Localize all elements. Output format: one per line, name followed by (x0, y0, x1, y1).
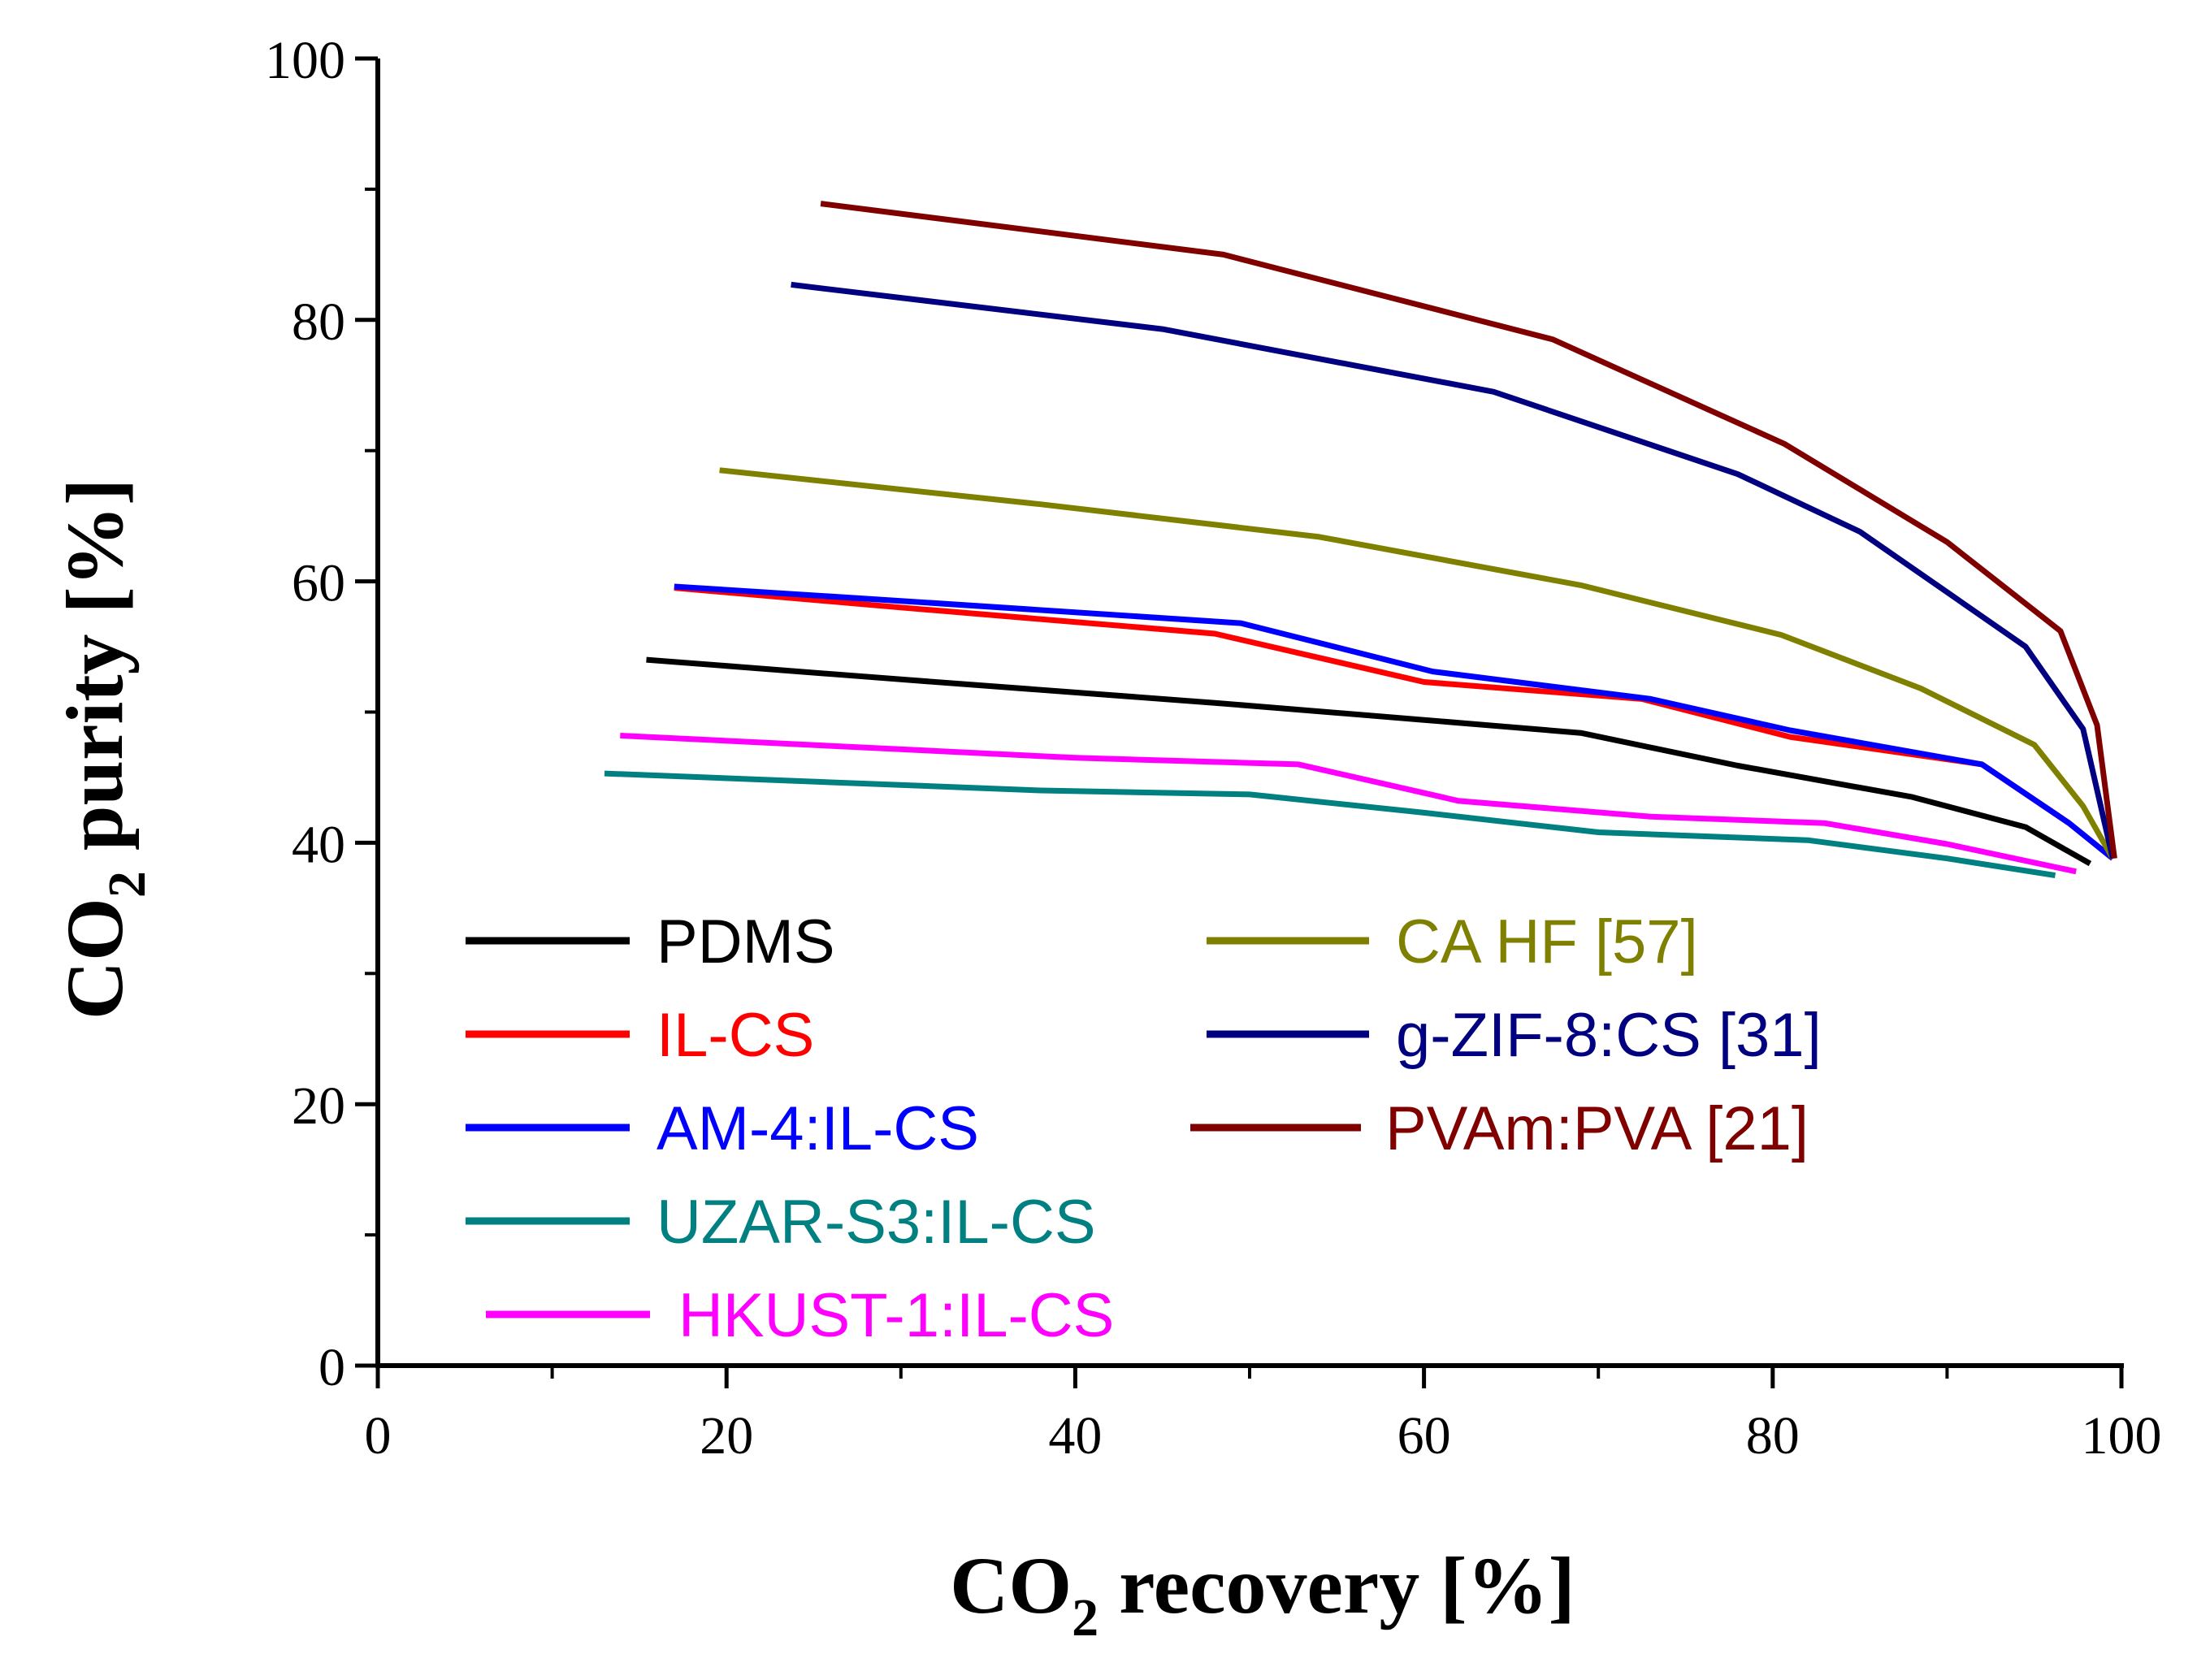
legend-label-ca-hf-57: CA HF [57] (1396, 907, 1698, 976)
x-axis-title-pre: CO (950, 1540, 1072, 1630)
x-axis-title-sub: 2 (1072, 1588, 1098, 1648)
y-axis-title-sub: 2 (98, 871, 157, 898)
y-axis-title-post: purity [%] (50, 478, 140, 871)
legend-label-pvam-pva-21: PVAm:PVA [21] (1385, 1094, 1809, 1163)
x-axis-title: CO2 recovery [%] (950, 1540, 1575, 1648)
x-tick-label: 60 (1398, 1406, 1451, 1466)
axes: 0 20 40 60 80 100 0 20 40 60 80 100 (265, 31, 2162, 1466)
y-axis-title: CO2 purity [%] (50, 478, 157, 1020)
x-tick-label: 0 (365, 1406, 392, 1466)
x-tick-label: 80 (1746, 1406, 1800, 1466)
series-line-g-zif-8-cs-31 (791, 281, 2116, 859)
x-tick-label: 100 (2082, 1406, 2162, 1466)
y-tick-label: 60 (292, 554, 345, 613)
y-axis-title-pre: CO (50, 898, 140, 1020)
series-line-ca-hf-57 (719, 467, 2116, 860)
legend-label-am-4-il-cs: AM-4:IL-CS (656, 1094, 979, 1163)
x-tick-label: 40 (1048, 1406, 1102, 1466)
x-tick-label: 20 (700, 1406, 753, 1466)
legend: PDMS IL-CS AM-4:IL-CS UZAR-S3:IL-CS HKUST-1:… (466, 907, 1822, 1350)
y-tick-label: 20 (292, 1076, 345, 1136)
series-line-uzar-s3-il-cs (604, 770, 2056, 879)
legend-label-il-cs: IL-CS (656, 1001, 814, 1070)
series-line-il-cs (674, 585, 2115, 861)
series-line-am-4-il-cs (674, 583, 2115, 861)
series-line-hkust-1-il-cs (620, 733, 2077, 875)
series-lines (604, 201, 2117, 879)
y-tick-label: 80 (292, 292, 345, 352)
x-axis-title-post: recovery [%] (1098, 1540, 1575, 1630)
legend-label-g-zif-8-cs-31: g-ZIF-8:CS [31] (1396, 1001, 1822, 1070)
legend-label-uzar-s3-il-cs: UZAR-S3:IL-CS (656, 1188, 1096, 1257)
y-tick-label: 0 (318, 1338, 345, 1397)
y-tick-label: 40 (292, 815, 345, 874)
y-tick-label: 100 (265, 31, 345, 90)
series-line-pvam-pva-21 (820, 201, 2117, 859)
legend-label-pdms: PDMS (656, 907, 835, 976)
legend-label-hkust-1-il-cs: HKUST-1:IL-CS (678, 1281, 1114, 1350)
series-line-pdms (646, 656, 2092, 867)
